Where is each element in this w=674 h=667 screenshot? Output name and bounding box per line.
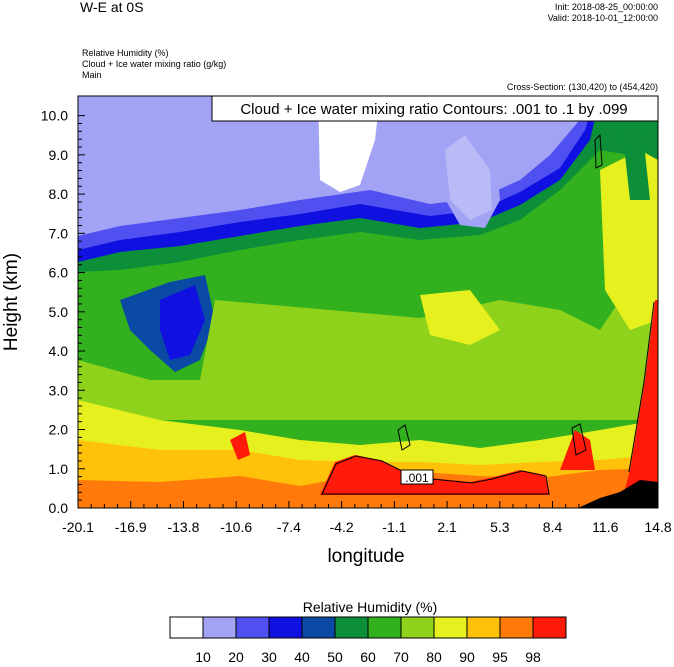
colorbar-title: Relative Humidity (%) — [303, 599, 438, 615]
y-tick-label: 0.0 — [49, 500, 69, 516]
colorbar-swatch — [532, 616, 567, 639]
colorbar-level-label: 30 — [261, 649, 277, 665]
field-main: Main — [82, 70, 102, 80]
init-time: Init: 2018-08-25_00:00:00 — [554, 2, 658, 12]
y-tick-label: 4.0 — [49, 343, 69, 359]
colorbar-level-label: 10 — [195, 649, 211, 665]
y-axis: 0.0 1.0 2.0 3.0 4.0 5.0 6.0 7.0 8.0 9.0 10.0 — [41, 108, 85, 516]
colorbar-level-label: 80 — [426, 649, 442, 665]
colorbar-swatch — [367, 616, 402, 639]
field-list: Relative Humidity (%) Cloud + Ice water … — [82, 48, 226, 81]
y-tick-label: 5.0 — [49, 304, 69, 320]
x-tick-label: -16.9 — [115, 519, 147, 535]
x-tick-label: 5.3 — [490, 519, 510, 535]
colorbar-level-label: 50 — [327, 649, 343, 665]
x-tick-label: -13.8 — [167, 519, 199, 535]
y-tick-label: 1.0 — [49, 461, 69, 477]
colorbar-level-label: 70 — [393, 649, 409, 665]
x-tick-label: 2.1 — [437, 519, 457, 535]
y-tick-label: 9.0 — [49, 147, 69, 163]
colorbar-swatch — [466, 616, 501, 639]
contour-label-box — [400, 469, 434, 485]
y-tick-label: 8.0 — [49, 186, 69, 202]
plot-title: W-E at 0S — [80, 0, 144, 15]
colorbar-swatch — [499, 616, 534, 639]
colorbar-level-label: 95 — [492, 649, 508, 665]
colorbar-swatch — [169, 616, 204, 639]
x-tick-label: 8.4 — [543, 519, 563, 535]
x-tick-label: 14.8 — [644, 519, 671, 535]
y-tick-label: 3.0 — [49, 382, 69, 398]
field-cloud: Cloud + Ice water mixing ratio (g/kg) — [82, 59, 227, 69]
colorbar-swatch — [433, 616, 468, 639]
colorbar-swatch — [400, 616, 435, 639]
y-tick-label: 2.0 — [49, 422, 69, 438]
x-tick-label: -20.1 — [62, 519, 94, 535]
colorbar-swatch — [235, 616, 270, 639]
field-rh: Relative Humidity (%) — [82, 48, 169, 58]
contour-label: .001 — [405, 471, 429, 485]
colorbar-level-label: 90 — [459, 649, 475, 665]
colorbar-swatch — [334, 616, 369, 639]
colorbar-swatch — [268, 616, 303, 639]
x-tick-label: -1.1 — [382, 519, 406, 535]
x-axis: -20.1 -16.9 -13.8 -10.6 -7.4 -4.2 -1.1 2.1 5.3 8.… — [62, 501, 672, 535]
y-tick-label: 7.0 — [49, 225, 69, 241]
cross-section-label: Cross-Section: (130,420) to (454,420) — [506, 82, 658, 92]
rh-field — [78, 96, 658, 508]
contour-legend-text: Cloud + Ice water mixing ratio Contours:… — [240, 101, 627, 118]
colorbar-level-label: 40 — [294, 649, 310, 665]
colorbar-level-label: 98 — [525, 649, 541, 665]
y-tick-label: 6.0 — [49, 265, 69, 281]
x-tick-label: -10.6 — [220, 519, 252, 535]
colorbar-swatch — [301, 616, 336, 639]
colorbar: 10 20 30 40 50 60 70 80 90 95 98 — [169, 616, 567, 665]
colorbar-level-label: 20 — [228, 649, 244, 665]
x-tick-label: 11.6 — [592, 519, 618, 535]
x-axis-label: longitude — [327, 546, 404, 567]
y-tick-label: 10.0 — [41, 108, 68, 124]
colorbar-level-label: 60 — [360, 649, 376, 665]
colorbar-swatch — [202, 616, 237, 639]
contour-legend-box — [211, 95, 659, 122]
y-axis-label: Height (km) — [1, 253, 22, 351]
x-tick-label: -7.4 — [277, 519, 301, 535]
x-tick-label: -4.2 — [330, 519, 354, 535]
time-info: Init: 2018-08-25_00:00:00 Valid: 2018-10… — [548, 2, 658, 24]
valid-time: Valid: 2018-10-01_12:00:00 — [547, 13, 658, 23]
